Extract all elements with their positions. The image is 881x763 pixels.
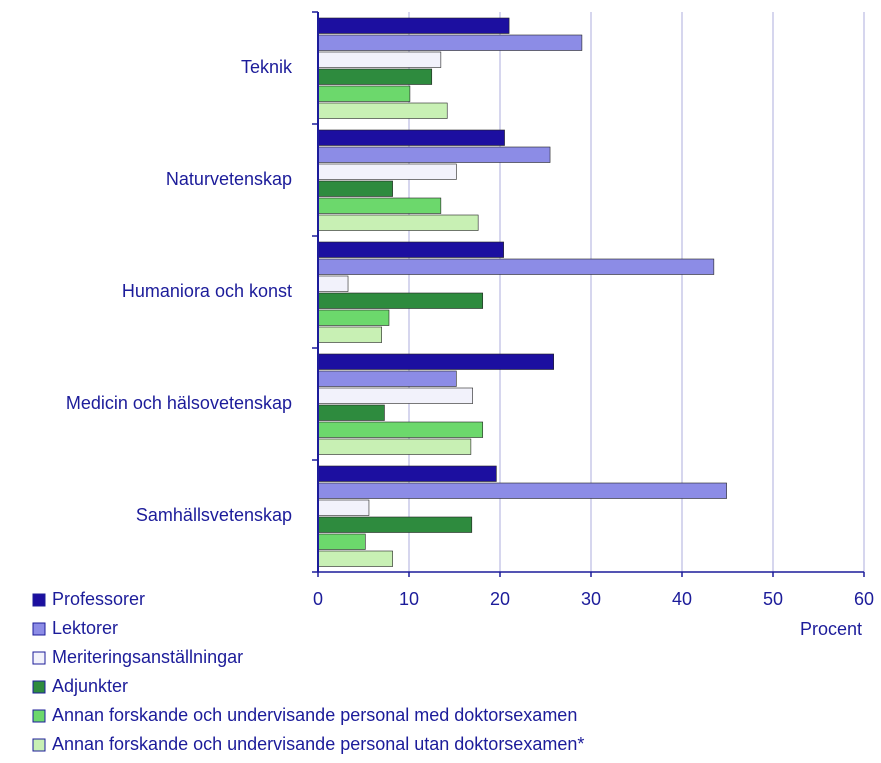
bar: [317, 387, 473, 404]
x-tick-label: 10: [399, 589, 419, 609]
bar: [317, 214, 479, 231]
legend-label: Annan forskande och undervisande persona…: [52, 705, 577, 725]
bar: [317, 326, 383, 343]
bar: [317, 129, 505, 146]
bar: [317, 465, 497, 482]
bar: [317, 51, 442, 68]
x-tick-label: 30: [581, 589, 601, 609]
legend-swatch: [32, 738, 46, 752]
bar: [317, 516, 473, 533]
bar: [317, 499, 370, 516]
bar: [317, 34, 583, 51]
bar: [317, 353, 554, 370]
y-tick-label: Humaniora och konst: [122, 281, 292, 301]
bar: [317, 146, 551, 163]
legend-label: Professorer: [52, 589, 145, 609]
legend-label: Meriteringsanställningar: [52, 647, 243, 667]
legend-swatch: [32, 651, 46, 665]
bar: [317, 258, 715, 275]
legend-swatch: [32, 709, 46, 723]
bar: [317, 102, 448, 119]
legend-swatch: [32, 622, 46, 636]
bar: [317, 370, 457, 387]
bar: [317, 421, 484, 438]
y-tick-label: Teknik: [241, 57, 293, 77]
bar: [317, 197, 442, 214]
legend-swatch: [32, 680, 46, 694]
bar: [317, 163, 457, 180]
legend-label: Lektorer: [52, 618, 118, 638]
legend-swatch: [32, 593, 46, 607]
bar: [317, 550, 393, 567]
bar: [317, 292, 484, 309]
x-tick-label: 40: [672, 589, 692, 609]
bar: [317, 404, 385, 421]
x-tick-label: 60: [854, 589, 874, 609]
legend-label: Adjunkter: [52, 676, 128, 696]
bar: [317, 17, 510, 34]
y-tick-label: Naturvetenskap: [166, 169, 292, 189]
x-tick-label: 50: [763, 589, 783, 609]
bar: [317, 180, 393, 197]
bar: [317, 85, 411, 102]
bar: [317, 275, 349, 292]
bar: [317, 482, 727, 499]
bar: [317, 438, 472, 455]
x-axis-label: Procent: [800, 619, 862, 639]
y-tick-label: Medicin och hälsovetenskap: [66, 393, 292, 413]
bar: [317, 533, 366, 550]
legend-label: Annan forskande och undervisande persona…: [52, 734, 584, 754]
x-tick-label: 0: [313, 589, 323, 609]
bar: [317, 68, 433, 85]
bar: [317, 241, 504, 258]
bar: [317, 309, 390, 326]
x-tick-label: 20: [490, 589, 510, 609]
y-tick-label: Samhällsvetenskap: [136, 505, 292, 525]
